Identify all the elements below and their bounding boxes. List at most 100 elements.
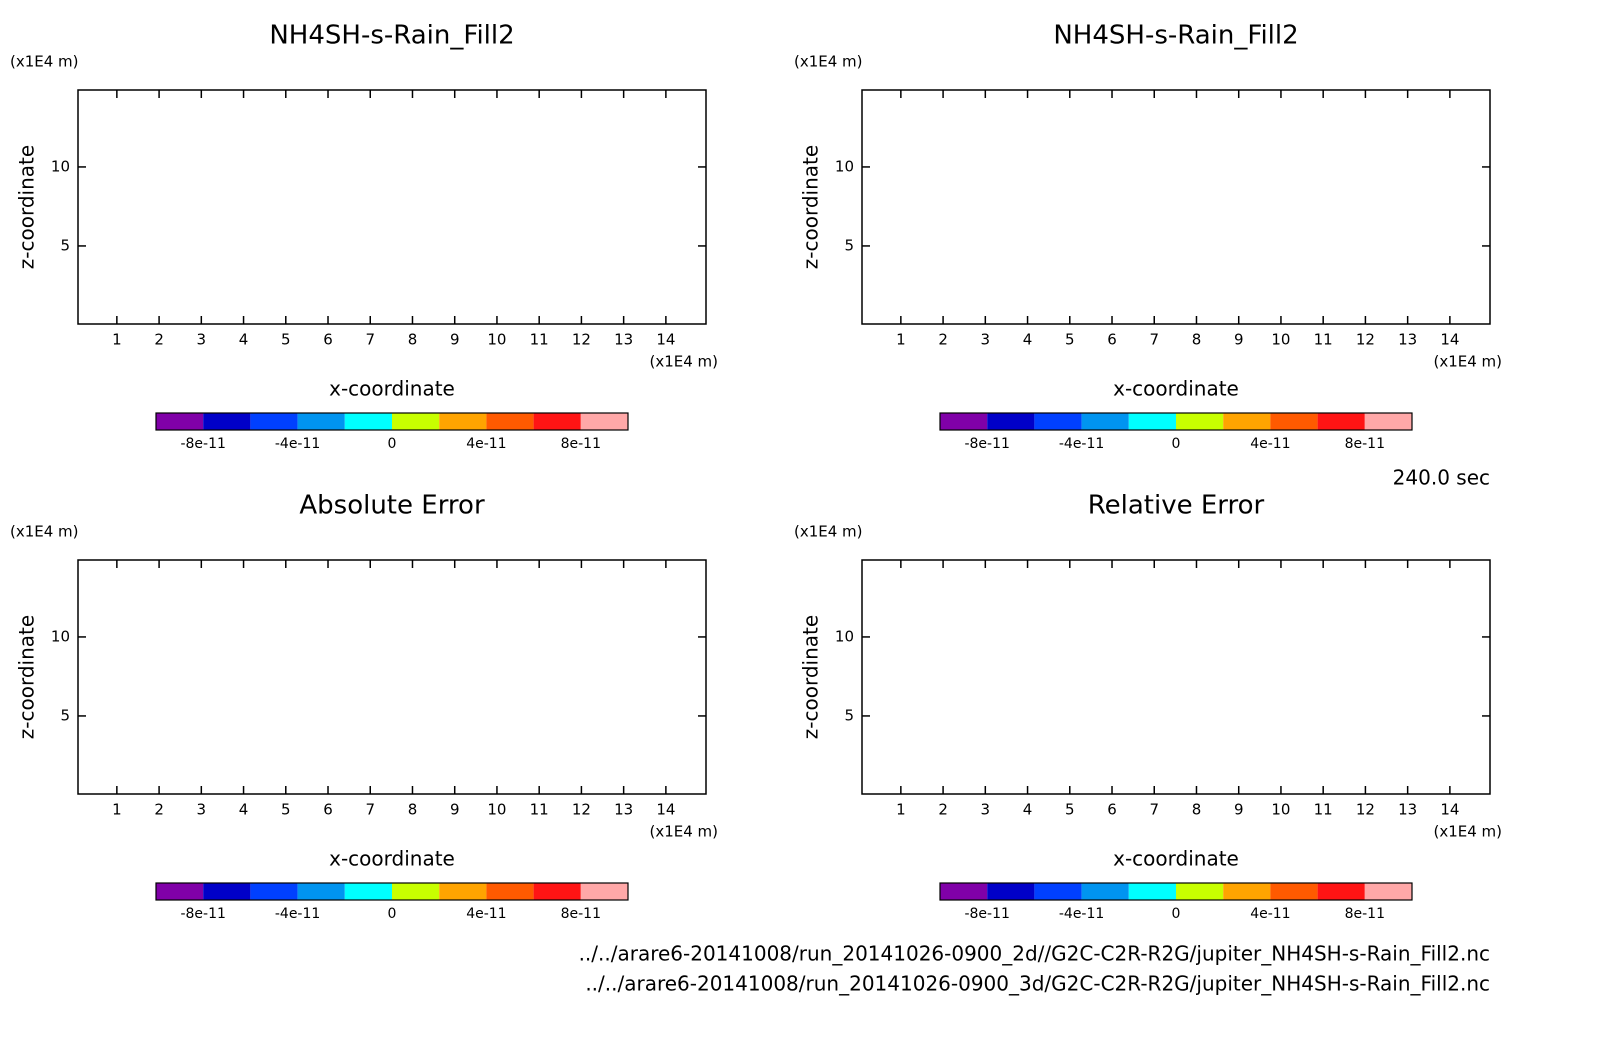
colorbar-segment — [1034, 883, 1082, 900]
colorbar-segment — [156, 883, 204, 900]
x-tick-label: 6 — [323, 331, 333, 349]
panel: NH4SH-s-Rain_Fill2 (x1E4 m) (x1E4 m) x-coor… — [10, 21, 718, 453]
colorbar-segment — [486, 883, 534, 900]
y-tick-label: 5 — [60, 236, 70, 254]
x-tick-label: 4 — [239, 331, 249, 349]
colorbar-segment — [297, 413, 345, 430]
y-tick-label: 5 — [844, 706, 854, 724]
x-tick-label: 4 — [1023, 801, 1033, 819]
y-unit: (x1E4 m) — [794, 53, 863, 71]
x-tick-label: 2 — [938, 331, 948, 349]
panel: NH4SH-s-Rain_Fill2 (x1E4 m) (x1E4 m) x-coor… — [794, 21, 1502, 453]
colorbar-segment — [486, 413, 534, 430]
x-axis-label: x-coordinate — [1113, 377, 1239, 401]
colorbar-tick-label: 0 — [1172, 906, 1181, 922]
y-axis-label: z-coordinate — [15, 145, 39, 269]
x-tick-label: 14 — [1440, 331, 1459, 349]
colorbar-tick-label: 8e-11 — [1345, 906, 1385, 922]
x-tick-label: 12 — [1356, 801, 1375, 819]
x-tick-label: 5 — [281, 331, 291, 349]
colorbar-segment — [533, 413, 581, 430]
colorbar-segment — [1176, 413, 1224, 430]
colorbar-segment — [1081, 883, 1129, 900]
colorbar-segment — [987, 883, 1035, 900]
plot-frame — [77, 89, 707, 325]
x-tick-label: 2 — [154, 801, 164, 819]
colorbar-tick-label: -8e-11 — [180, 436, 225, 452]
x-tick-label: 8 — [408, 801, 418, 819]
x-unit: (x1E4 m) — [1433, 823, 1502, 841]
x-tick-label: 3 — [981, 801, 991, 819]
colorbar-tick-label: 8e-11 — [561, 906, 601, 922]
x-tick-label: 13 — [1398, 801, 1417, 819]
time-annotation: 240.0 sec — [1393, 466, 1490, 490]
colorbar-segment — [1223, 413, 1271, 430]
x-tick-label: 5 — [1065, 331, 1075, 349]
panel-title: NH4SH-s-Rain_Fill2 — [1053, 21, 1298, 51]
colorbar-segment — [1034, 413, 1082, 430]
colorbar-segment — [533, 883, 581, 900]
colorbar-segment — [439, 413, 487, 430]
x-tick-label: 11 — [530, 801, 549, 819]
x-tick-label: 3 — [981, 331, 991, 349]
colorbar-segment — [580, 413, 628, 430]
y-unit: (x1E4 m) — [10, 523, 79, 541]
colorbar-tick-label: 4e-11 — [466, 906, 506, 922]
x-tick-label: 3 — [197, 331, 207, 349]
y-axis-label: z-coordinate — [15, 615, 39, 739]
x-unit: (x1E4 m) — [1433, 353, 1502, 371]
y-unit: (x1E4 m) — [794, 523, 863, 541]
x-tick-label: 9 — [450, 331, 460, 349]
x-tick-label: 12 — [1356, 331, 1375, 349]
x-tick-label: 13 — [614, 331, 633, 349]
x-tick-label: 1 — [112, 801, 122, 819]
colorbar-tick-label: 8e-11 — [561, 436, 601, 452]
colorbar-segment — [250, 413, 298, 430]
colorbar-segment — [344, 413, 392, 430]
x-tick-label: 13 — [1398, 331, 1417, 349]
colorbar-segment — [1223, 883, 1271, 900]
y-tick-label: 10 — [835, 627, 854, 645]
y-tick-label: 5 — [844, 236, 854, 254]
x-tick-label: 4 — [239, 801, 249, 819]
y-tick-label: 5 — [60, 706, 70, 724]
x-tick-label: 6 — [323, 801, 333, 819]
x-unit: (x1E4 m) — [649, 823, 718, 841]
colorbar-segment — [1364, 413, 1412, 430]
colorbar-tick-label: -4e-11 — [275, 906, 320, 922]
x-tick-label: 7 — [1149, 331, 1159, 349]
colorbar-segment — [987, 413, 1035, 430]
colorbar-tick-label: -8e-11 — [964, 906, 1009, 922]
x-tick-label: 2 — [154, 331, 164, 349]
colorbar-tick-label: 4e-11 — [1250, 906, 1290, 922]
x-tick-label: 12 — [572, 801, 591, 819]
x-axis-label: x-coordinate — [329, 377, 455, 401]
panel: Absolute Error (x1E4 m) (x1E4 m) x-coordina… — [10, 491, 718, 923]
colorbar-segment — [1176, 883, 1224, 900]
panel-title: NH4SH-s-Rain_Fill2 — [269, 21, 514, 51]
colorbar-tick-label: 4e-11 — [1250, 436, 1290, 452]
x-tick-label: 8 — [1192, 801, 1202, 819]
y-axis-label: z-coordinate — [799, 615, 823, 739]
colorbar-segment — [392, 883, 440, 900]
colorbar-segment — [1317, 413, 1365, 430]
colorbar-segment — [1270, 413, 1318, 430]
colorbar-tick-label: -4e-11 — [1059, 906, 1104, 922]
colorbar-tick-label: 8e-11 — [1345, 436, 1385, 452]
colorbar-tick-label: 0 — [388, 906, 397, 922]
x-tick-label: 10 — [1271, 331, 1290, 349]
file-path: ../../arare6-20141008/run_20141026-0900_… — [585, 972, 1490, 996]
colorbar-frame — [155, 412, 629, 431]
x-tick-label: 6 — [1107, 801, 1117, 819]
y-tick-label: 10 — [51, 627, 70, 645]
x-tick-label: 10 — [487, 801, 506, 819]
colorbar-segment — [580, 883, 628, 900]
x-tick-label: 1 — [896, 801, 906, 819]
plot-frame — [861, 559, 1491, 795]
colorbar-frame — [939, 882, 1413, 901]
x-tick-label: 4 — [1023, 331, 1033, 349]
colorbar-tick-label: -4e-11 — [1059, 436, 1104, 452]
colorbar-segment — [1270, 883, 1318, 900]
colorbar-segment — [156, 413, 204, 430]
